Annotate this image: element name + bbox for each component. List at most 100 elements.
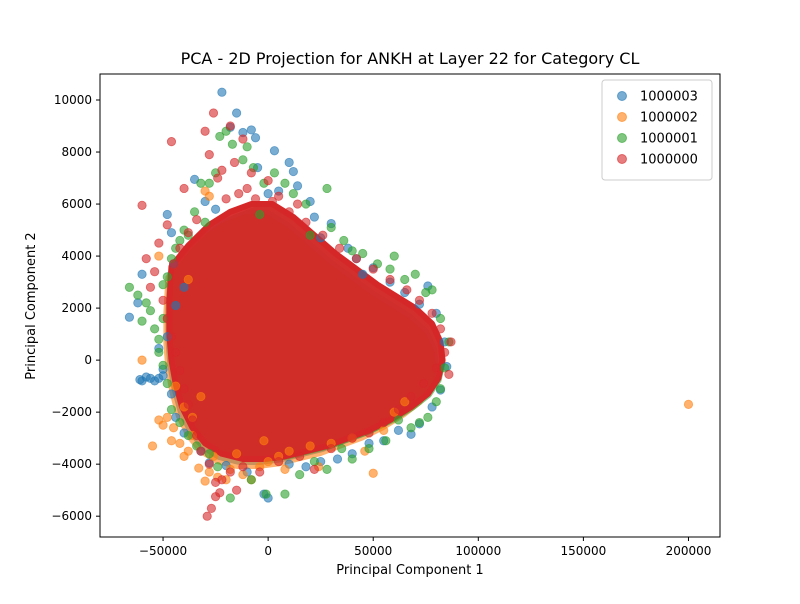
legend-label-1000000: 1000000 bbox=[640, 153, 698, 168]
scatter-point bbox=[337, 443, 347, 454]
scatter-point bbox=[179, 282, 189, 292]
scatter-point bbox=[166, 137, 177, 147]
scatter-point bbox=[261, 489, 271, 499]
scatter-point bbox=[435, 384, 446, 394]
scatter-point bbox=[284, 446, 294, 456]
scatter-point bbox=[232, 108, 242, 118]
scatter-point bbox=[246, 125, 256, 135]
scatter-point bbox=[208, 108, 219, 118]
scatter-point bbox=[204, 178, 214, 188]
scatter-point bbox=[305, 230, 315, 240]
scatter-point bbox=[150, 324, 160, 334]
scatter-point bbox=[137, 200, 147, 210]
scatter-point bbox=[137, 355, 147, 365]
scatter-point bbox=[196, 178, 206, 188]
scatter-point bbox=[351, 254, 362, 264]
scatter-point bbox=[683, 399, 694, 409]
legend-box bbox=[601, 79, 713, 181]
scatter-point bbox=[263, 176, 273, 186]
scatter-point bbox=[141, 254, 151, 264]
scatter-point bbox=[309, 456, 319, 467]
scatter-point bbox=[166, 389, 177, 399]
scatter-point bbox=[183, 430, 193, 441]
scatter-point bbox=[225, 493, 235, 503]
scatter-point bbox=[175, 243, 185, 253]
scatter-point bbox=[210, 492, 221, 502]
axes-frame bbox=[99, 73, 721, 538]
scatter-point bbox=[274, 456, 284, 467]
scatter-point bbox=[400, 397, 410, 407]
scatter-point bbox=[221, 194, 231, 204]
scatter-point bbox=[406, 423, 416, 433]
scatter-point bbox=[147, 441, 158, 451]
scatter-point bbox=[263, 189, 273, 199]
y-tick-label: 2000 bbox=[61, 301, 92, 315]
x-tick-label: 100000 bbox=[455, 544, 501, 558]
scatter-point bbox=[204, 459, 214, 469]
scatter-point bbox=[175, 438, 185, 448]
scatter-point bbox=[246, 475, 256, 485]
scatter-point bbox=[206, 503, 216, 513]
scatter-point bbox=[124, 312, 135, 322]
scatter-point bbox=[431, 397, 441, 407]
scatter-point bbox=[435, 324, 446, 334]
scatter-point bbox=[242, 183, 252, 194]
scatter-point bbox=[379, 425, 389, 435]
scatter-point bbox=[183, 228, 193, 238]
scatter-point bbox=[301, 199, 311, 209]
chart-title: PCA - 2D Projection for ANKH at Layer 22… bbox=[181, 49, 640, 68]
scatter-point bbox=[171, 300, 181, 311]
scatter-point bbox=[393, 404, 404, 415]
scatter-point bbox=[347, 433, 357, 443]
scatter-point bbox=[255, 209, 265, 220]
scatter-point bbox=[402, 285, 412, 295]
scatter-point bbox=[150, 267, 160, 277]
scatter-point bbox=[232, 449, 242, 459]
scatter-point bbox=[213, 462, 223, 472]
y-tick-label: −6000 bbox=[51, 509, 92, 523]
scatter-point bbox=[284, 207, 294, 217]
scatter-point bbox=[263, 456, 273, 467]
scatter-point bbox=[217, 475, 227, 485]
scatter-point bbox=[162, 412, 172, 422]
scatter-point bbox=[175, 365, 185, 376]
x-axis-label: Principal Component 1 bbox=[336, 563, 483, 578]
scatter-point bbox=[318, 230, 328, 240]
scatter-point bbox=[339, 235, 349, 246]
scatter-point bbox=[431, 363, 441, 373]
scatter-point bbox=[204, 467, 214, 477]
y-tick-label: −2000 bbox=[51, 405, 92, 419]
scatter-point bbox=[326, 443, 336, 454]
legend-marker-1000000 bbox=[617, 154, 627, 164]
scatter-point bbox=[154, 334, 164, 344]
scatter-point bbox=[368, 264, 378, 274]
legend-marker-1000001 bbox=[617, 133, 627, 143]
scatter-point bbox=[171, 347, 181, 357]
scatter-point bbox=[162, 378, 172, 389]
scatter-point bbox=[154, 347, 164, 357]
scatter-point bbox=[379, 417, 389, 428]
scatter-point bbox=[158, 280, 168, 290]
scatter-point bbox=[183, 446, 193, 456]
y-tick-label: 8000 bbox=[61, 145, 92, 159]
scatter-point bbox=[238, 155, 248, 165]
scatter-point bbox=[292, 199, 303, 209]
scatter-point bbox=[189, 207, 200, 217]
scatter-point bbox=[217, 87, 227, 97]
scatter-point bbox=[141, 298, 151, 308]
scatter-point bbox=[368, 468, 378, 478]
scatter-point bbox=[393, 425, 404, 435]
scatter-point bbox=[234, 189, 244, 199]
scatter-point bbox=[301, 462, 311, 472]
scatter-point bbox=[137, 269, 147, 279]
scatter-point bbox=[213, 173, 223, 183]
scatter-point bbox=[358, 248, 368, 259]
scatter-point bbox=[154, 251, 164, 261]
axes: −50000 0 50000 100000 150000 200000−6000−4000… bbox=[51, 73, 721, 558]
scatter-point bbox=[183, 399, 193, 409]
scatter-point bbox=[322, 464, 332, 474]
scatter-point bbox=[400, 274, 410, 285]
scatter-point bbox=[419, 378, 429, 389]
